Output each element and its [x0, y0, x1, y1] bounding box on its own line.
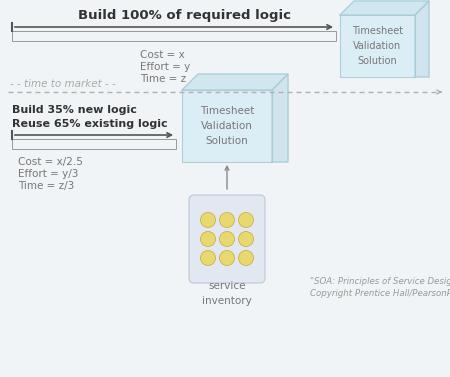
Circle shape [220, 231, 234, 247]
Text: Copyright Prentice Hall/PearsonPTR: Copyright Prentice Hall/PearsonPTR [310, 289, 450, 298]
Text: Time = z: Time = z [140, 74, 186, 84]
Circle shape [238, 231, 253, 247]
Polygon shape [340, 1, 429, 15]
Text: Timesheet
Validation
Solution: Timesheet Validation Solution [352, 26, 403, 66]
Bar [182, 90, 272, 162]
Polygon shape [182, 74, 288, 90]
Circle shape [238, 250, 253, 265]
Polygon shape [415, 1, 429, 77]
Text: Build 35% new logic: Build 35% new logic [12, 105, 137, 115]
Bar [12, 139, 176, 149]
Bar [340, 15, 415, 77]
Circle shape [201, 231, 216, 247]
Circle shape [201, 213, 216, 227]
Circle shape [220, 250, 234, 265]
Bar [12, 31, 336, 41]
Circle shape [201, 250, 216, 265]
Text: Timesheet
Validation
Solution: Timesheet Validation Solution [200, 106, 254, 146]
Text: Cost = x: Cost = x [140, 50, 185, 60]
Circle shape [238, 213, 253, 227]
Circle shape [220, 213, 234, 227]
Text: Reuse 65% existing logic: Reuse 65% existing logic [12, 119, 167, 129]
Text: "SOA: Principles of Service Design": "SOA: Principles of Service Design" [310, 277, 450, 286]
Text: Effort = y: Effort = y [140, 62, 190, 72]
Text: Cost = x/2.5: Cost = x/2.5 [18, 157, 83, 167]
Text: Time = z/3: Time = z/3 [18, 181, 74, 191]
Text: Effort = y/3: Effort = y/3 [18, 169, 78, 179]
Text: Build 100% of required logic: Build 100% of required logic [78, 9, 292, 22]
Text: service
inventory: service inventory [202, 281, 252, 306]
Text: - - time to market - -: - - time to market - - [10, 79, 116, 89]
Polygon shape [272, 74, 288, 162]
FancyBboxPatch shape [189, 195, 265, 283]
